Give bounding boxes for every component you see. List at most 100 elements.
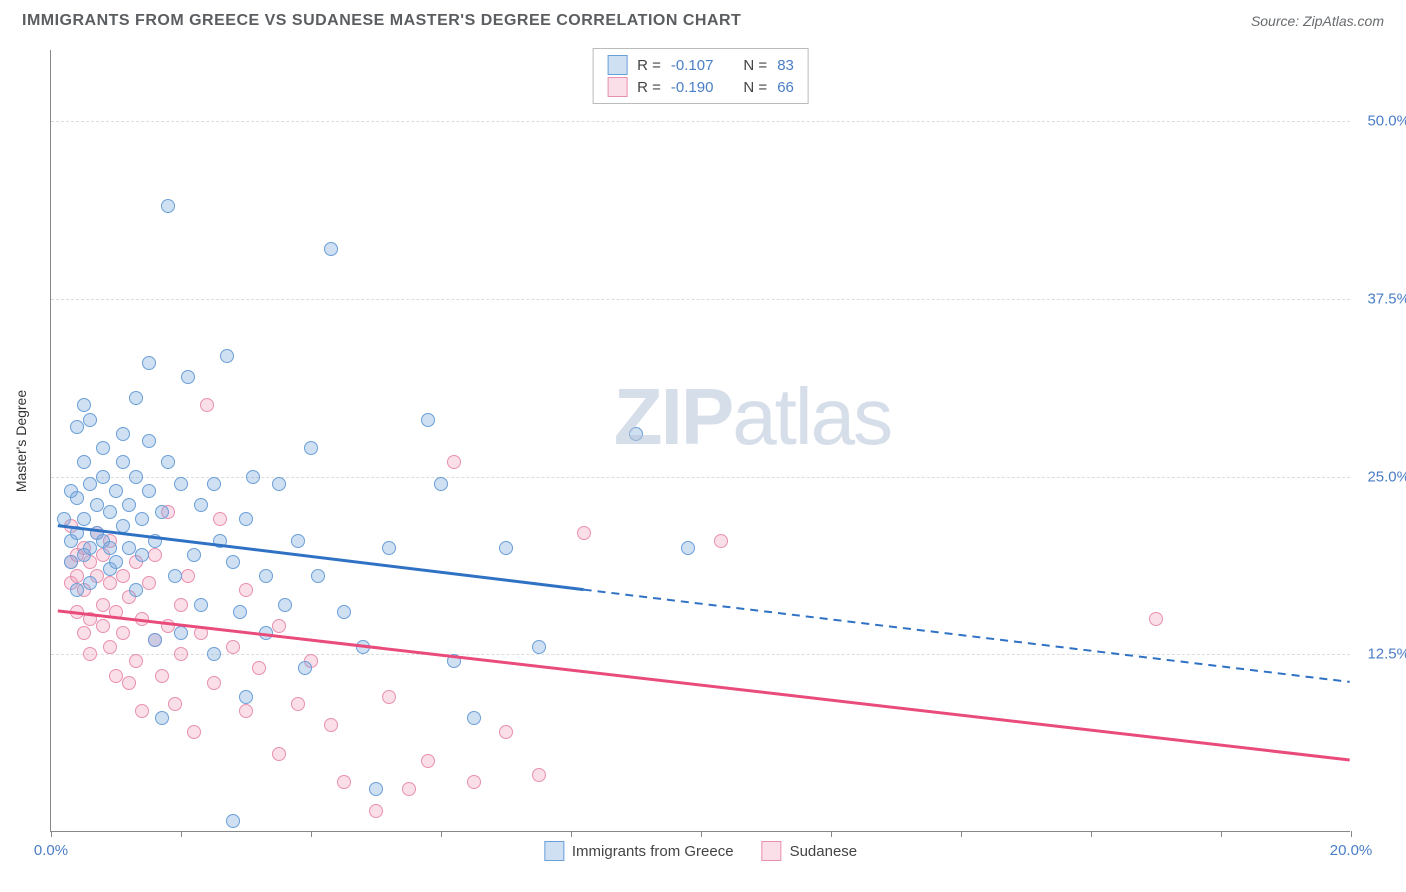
scatter-point-sudanese: [239, 704, 253, 718]
scatter-point-greece: [142, 356, 156, 370]
scatter-point-greece: [155, 505, 169, 519]
r-label: R =: [637, 57, 661, 74]
x-tick: [1351, 831, 1352, 837]
y-tick-label: 37.5%: [1355, 290, 1406, 307]
x-tick: [181, 831, 182, 837]
scatter-point-greece: [311, 569, 325, 583]
scatter-point-greece: [70, 526, 84, 540]
scatter-point-greece: [103, 505, 117, 519]
scatter-point-greece: [64, 555, 78, 569]
scatter-point-greece: [246, 470, 260, 484]
scatter-point-greece: [135, 512, 149, 526]
scatter-point-greece: [96, 470, 110, 484]
scatter-point-sudanese: [252, 661, 266, 675]
legend-stats-row: R = -0.107 N = 83: [607, 54, 794, 76]
scatter-point-greece: [207, 647, 221, 661]
scatter-point-greece: [148, 633, 162, 647]
scatter-point-sudanese: [103, 576, 117, 590]
scatter-point-greece: [57, 512, 71, 526]
scatter-point-greece: [298, 661, 312, 675]
scatter-point-sudanese: [369, 804, 383, 818]
scatter-point-sudanese: [467, 775, 481, 789]
scatter-point-sudanese: [83, 612, 97, 626]
n-value-greece: 83: [777, 57, 794, 74]
scatter-point-sudanese: [272, 619, 286, 633]
scatter-point-sudanese: [447, 455, 461, 469]
n-value-sudanese: 66: [777, 79, 794, 96]
watermark: ZIPatlas: [614, 371, 891, 463]
n-label: N =: [743, 57, 767, 74]
scatter-point-greece: [70, 583, 84, 597]
scatter-point-sudanese: [70, 605, 84, 619]
grid-line: [51, 654, 1350, 655]
scatter-point-greece: [278, 598, 292, 612]
scatter-point-sudanese: [181, 569, 195, 583]
scatter-point-greece: [434, 477, 448, 491]
scatter-point-sudanese: [122, 676, 136, 690]
scatter-point-sudanese: [70, 569, 84, 583]
scatter-point-greece: [161, 199, 175, 213]
x-tick: [571, 831, 572, 837]
y-axis-label: Master's Degree: [13, 389, 29, 491]
scatter-point-greece: [142, 434, 156, 448]
scatter-point-sudanese: [155, 669, 169, 683]
x-tick-label: 20.0%: [1330, 842, 1373, 859]
scatter-point-sudanese: [577, 526, 591, 540]
scatter-point-greece: [207, 477, 221, 491]
scatter-point-greece: [239, 512, 253, 526]
chart-title: IMMIGRANTS FROM GREECE VS SUDANESE MASTE…: [22, 12, 741, 30]
scatter-point-greece: [109, 484, 123, 498]
scatter-point-sudanese: [168, 697, 182, 711]
scatter-point-sudanese: [129, 654, 143, 668]
scatter-point-greece: [129, 391, 143, 405]
scatter-point-sudanese: [324, 718, 338, 732]
scatter-point-greece: [174, 477, 188, 491]
scatter-point-greece: [122, 498, 136, 512]
scatter-point-greece: [174, 626, 188, 640]
scatter-point-sudanese: [142, 576, 156, 590]
scatter-point-sudanese: [77, 626, 91, 640]
scatter-point-greece: [129, 470, 143, 484]
scatter-point-sudanese: [291, 697, 305, 711]
x-tick: [441, 831, 442, 837]
scatter-point-greece: [83, 541, 97, 555]
r-label: R =: [637, 79, 661, 96]
scatter-point-greece: [447, 654, 461, 668]
scatter-point-sudanese: [135, 704, 149, 718]
scatter-point-sudanese: [272, 747, 286, 761]
scatter-point-greece: [226, 814, 240, 828]
scatter-point-sudanese: [337, 775, 351, 789]
scatter-point-greece: [168, 569, 182, 583]
scatter-point-greece: [148, 534, 162, 548]
scatter-point-greece: [83, 413, 97, 427]
legend-item-sudanese: Sudanese: [762, 841, 858, 861]
scatter-point-greece: [194, 498, 208, 512]
scatter-point-sudanese: [83, 647, 97, 661]
scatter-point-sudanese: [421, 754, 435, 768]
scatter-point-greece: [90, 498, 104, 512]
scatter-point-greece: [382, 541, 396, 555]
scatter-point-sudanese: [239, 583, 253, 597]
r-value-greece: -0.107: [671, 57, 714, 74]
swatch-greece: [544, 841, 564, 861]
scatter-point-greece: [161, 455, 175, 469]
scatter-point-greece: [116, 519, 130, 533]
scatter-point-greece: [187, 548, 201, 562]
scatter-point-greece: [259, 626, 273, 640]
scatter-point-greece: [135, 548, 149, 562]
scatter-point-greece: [233, 605, 247, 619]
scatter-point-greece: [83, 576, 97, 590]
x-tick: [1221, 831, 1222, 837]
scatter-point-sudanese: [103, 640, 117, 654]
scatter-point-greece: [291, 534, 305, 548]
scatter-point-greece: [70, 491, 84, 505]
scatter-point-greece: [116, 455, 130, 469]
scatter-point-greece: [272, 477, 286, 491]
scatter-point-greece: [629, 427, 643, 441]
x-tick: [311, 831, 312, 837]
scatter-point-greece: [96, 441, 110, 455]
scatter-point-sudanese: [1149, 612, 1163, 626]
y-tick-label: 25.0%: [1355, 468, 1406, 485]
scatter-point-greece: [532, 640, 546, 654]
scatter-point-greece: [356, 640, 370, 654]
